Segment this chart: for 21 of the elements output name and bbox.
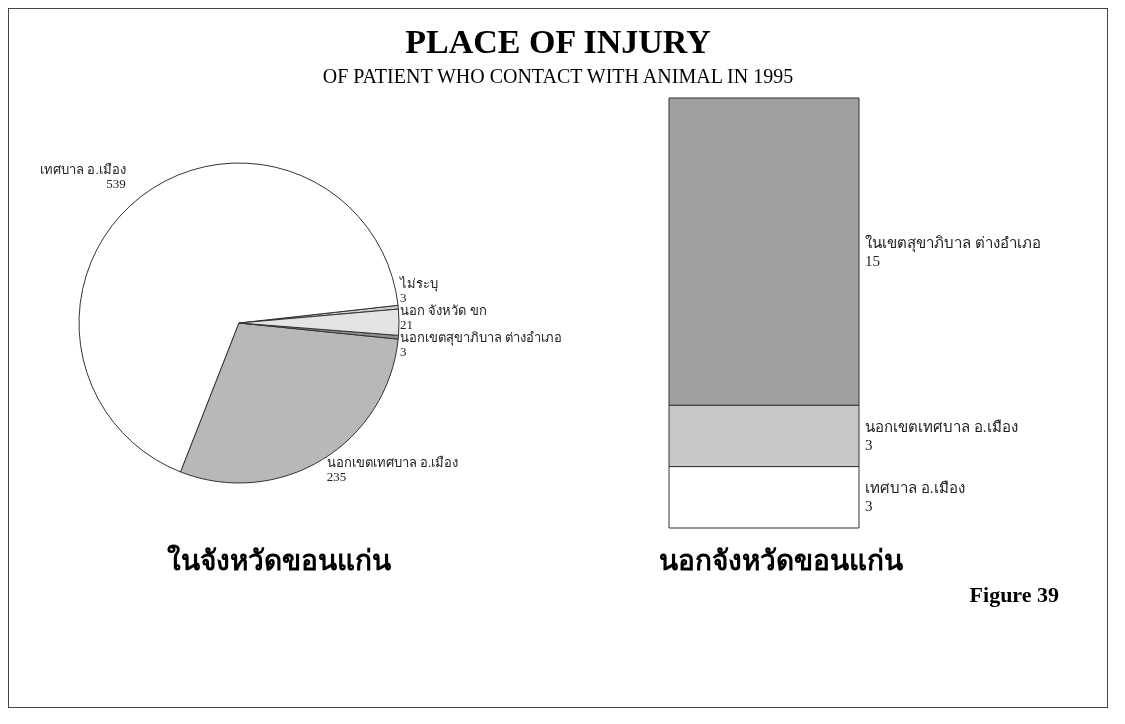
caption: Figure 39 <box>969 582 1059 608</box>
series-label: ในเขตสุขาภิบาล ต่างอำเภอ <box>865 233 1041 253</box>
slice-label: นอกเขตเทศบาล อ.เมือง <box>326 455 459 471</box>
data-label: 3 <box>865 436 873 453</box>
series-label: นอกเขตเทศบาล อ.เมือง <box>865 418 1018 435</box>
text: ในจังหวัดขอนแก่น <box>167 543 391 578</box>
data-label: 15 <box>865 252 880 269</box>
data-label: 3 <box>400 344 407 360</box>
slice-label: เทศบาล อ.เมือง <box>40 162 126 178</box>
data-label: 21 <box>400 317 413 333</box>
slice-label: ไม่ระบุ <box>399 276 438 293</box>
series-label: เทศบาล อ.เมือง <box>865 480 965 497</box>
data-label: 235 <box>326 469 347 485</box>
data-label: 3 <box>865 498 873 515</box>
chart-title: PLACE OF INJURY <box>404 23 712 61</box>
slice-label: นอก จังหวัด ขก <box>400 303 487 319</box>
slice-label: นอกเขตสุขาภิบาล ต่างอำเภอ <box>400 330 563 347</box>
text: นอกจังหวัดขอนแก่น <box>659 544 903 578</box>
chart-subtitle: OF PATIENT WHO CONTACT WITH ANIMAL IN 1995 <box>321 65 795 88</box>
data-label: 539 <box>106 176 126 192</box>
data-label: 3 <box>400 290 407 306</box>
